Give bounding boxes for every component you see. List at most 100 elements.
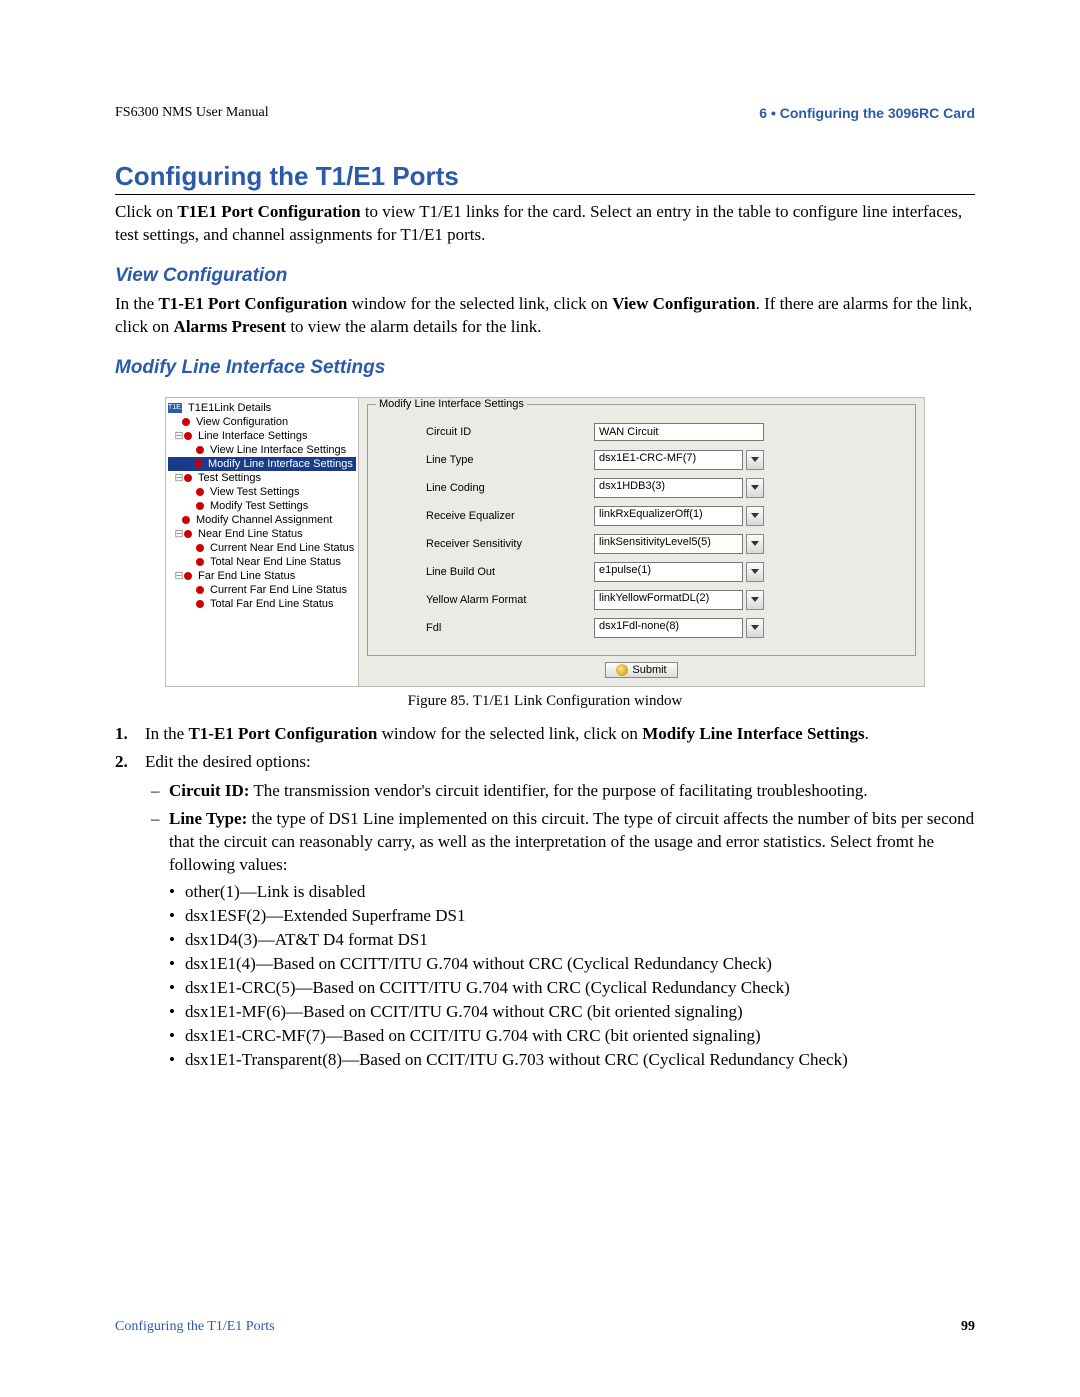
step-text: Edit the desired options: — [145, 752, 311, 772]
line-build-out-select[interactable]: e1pulse(1) — [594, 562, 764, 582]
tree-item[interactable]: View Configuration — [168, 415, 356, 429]
expand-icon[interactable]: ⊟ — [174, 471, 184, 485]
form-row-line-type: Line Type dsx1E1-CRC-MF(7) — [378, 449, 905, 471]
bullet-marker: • — [169, 1050, 185, 1070]
tree-item[interactable]: Current Near End Line Status — [168, 541, 356, 555]
step-number: 1. — [115, 724, 145, 744]
form-label: Line Type — [378, 454, 594, 466]
chevron-down-icon[interactable] — [746, 478, 764, 498]
bullet-item: •dsx1E1-Transparent(8)—Based on CCIT/ITU… — [169, 1050, 975, 1070]
tree-item[interactable]: Modify Test Settings — [168, 499, 356, 513]
dash-marker: – — [151, 780, 169, 803]
fdl-select[interactable]: dsx1Fdl-none(8) — [594, 618, 764, 638]
view-configuration-heading: View Configuration — [115, 265, 975, 287]
step-text: In the T1-E1 Port Configuration window f… — [145, 724, 869, 744]
view-configuration-paragraph: In the T1-E1 Port Configuration window f… — [115, 293, 975, 339]
bullet-marker: • — [169, 978, 185, 998]
chevron-down-icon[interactable] — [746, 506, 764, 526]
figure-85: T1E1 T1E1Link Details View Configuration… — [165, 397, 925, 710]
bullet-marker: • — [169, 1002, 185, 1022]
arrow-icon — [196, 460, 202, 468]
tree-item[interactable]: ⊟Test Settings — [168, 471, 356, 485]
bullet-item: •dsx1D4(3)—AT&T D4 format DS1 — [169, 930, 975, 950]
section-title: Configuring the T1/E1 Ports — [115, 161, 975, 195]
expand-icon[interactable]: ⊟ — [174, 569, 184, 583]
expand-icon[interactable]: ⊟ — [174, 527, 184, 541]
form-panel: Modify Line Interface Settings Circuit I… — [359, 398, 924, 686]
form-label: Line Coding — [378, 482, 594, 494]
page-number: 99 — [961, 1319, 975, 1335]
submit-icon — [616, 664, 628, 676]
tree-item[interactable]: View Test Settings — [168, 485, 356, 499]
receive-equalizer-select[interactable]: linkRxEqualizerOff(1) — [594, 506, 764, 526]
line-coding-select[interactable]: dsx1HDB3(3) — [594, 478, 764, 498]
fieldset: Modify Line Interface Settings Circuit I… — [367, 404, 916, 656]
bullet-icon — [182, 418, 190, 426]
config-window: T1E1 T1E1Link Details View Configuration… — [165, 397, 925, 687]
form-row-receive-equalizer: Receive Equalizer linkRxEqualizerOff(1) — [378, 505, 905, 527]
chevron-down-icon[interactable] — [746, 450, 764, 470]
bullet-marker: • — [169, 882, 185, 902]
bullet-item: •dsx1E1(4)—Based on CCITT/ITU G.704 with… — [169, 954, 975, 974]
page-footer: Configuring the T1/E1 Ports 99 — [115, 1319, 975, 1335]
form-row-yellow-alarm: Yellow Alarm Format linkYellowFormatDL(2… — [378, 589, 905, 611]
circuit-id-input[interactable] — [594, 423, 764, 441]
bullet-icon — [196, 558, 204, 566]
tree-item[interactable]: Current Far End Line Status — [168, 583, 356, 597]
tree-item[interactable]: ⊟Far End Line Status — [168, 569, 356, 583]
bullet-icon — [196, 488, 204, 496]
bullet-icon — [196, 544, 204, 552]
dash-marker: – — [151, 808, 169, 877]
tree-root[interactable]: T1E1 T1E1Link Details — [168, 401, 356, 415]
intro-paragraph: Click on T1E1 Port Configuration to view… — [115, 201, 975, 247]
form-label: Fdl — [378, 622, 594, 634]
dash-item: – Circuit ID: The transmission vendor's … — [151, 780, 975, 803]
submit-row: Submit — [367, 662, 916, 679]
form-label: Receive Equalizer — [378, 510, 594, 522]
modify-line-interface-heading: Modify Line Interface Settings — [115, 357, 975, 379]
form-label: Receiver Sensitivity — [378, 538, 594, 550]
expand-icon[interactable]: ⊟ — [174, 429, 184, 443]
bullet-icon — [184, 572, 192, 580]
form-label: Yellow Alarm Format — [378, 594, 594, 606]
bullet-icon — [196, 446, 204, 454]
tree-item[interactable]: ⊟Near End Line Status — [168, 527, 356, 541]
form-row-line-coding: Line Coding dsx1HDB3(3) — [378, 477, 905, 499]
page: FS6300 NMS User Manual 6 • Configuring t… — [0, 0, 1080, 1397]
bullet-icon — [196, 586, 204, 594]
bullet-icon — [182, 516, 190, 524]
bullet-item: •dsx1ESF(2)—Extended Superframe DS1 — [169, 906, 975, 926]
chevron-down-icon[interactable] — [746, 562, 764, 582]
submit-button[interactable]: Submit — [605, 662, 677, 678]
tree-item[interactable]: Total Far End Line Status — [168, 597, 356, 611]
form-row-circuit-id: Circuit ID — [378, 421, 905, 443]
step-number: 2. — [115, 752, 145, 772]
form-row-fdl: Fdl dsx1Fdl-none(8) — [378, 617, 905, 639]
bullet-icon — [184, 474, 192, 482]
line-type-select[interactable]: dsx1E1-CRC-MF(7) — [594, 450, 764, 470]
bullet-marker: • — [169, 954, 185, 974]
figure-caption: Figure 85. T1/E1 Link Configuration wind… — [165, 693, 925, 710]
chevron-down-icon[interactable] — [746, 534, 764, 554]
tree-item[interactable]: Total Near End Line Status — [168, 555, 356, 569]
tree-item-selected[interactable]: Modify Line Interface Settings — [168, 457, 356, 471]
yellow-alarm-select[interactable]: linkYellowFormatDL(2) — [594, 590, 764, 610]
form-label: Line Build Out — [378, 566, 594, 578]
chevron-down-icon[interactable] — [746, 590, 764, 610]
footer-left: Configuring the T1/E1 Ports — [115, 1319, 275, 1335]
bullet-item: •dsx1E1-CRC-MF(7)—Based on CCIT/ITU G.70… — [169, 1026, 975, 1046]
header-right: 6 • Configuring the 3096RC Card — [759, 105, 975, 121]
bullet-item: •other(1)—Link is disabled — [169, 882, 975, 902]
chevron-down-icon[interactable] — [746, 618, 764, 638]
tree-item[interactable]: ⊟Line Interface Settings — [168, 429, 356, 443]
app-icon: T1E1 — [168, 403, 182, 413]
nav-tree: T1E1 T1E1Link Details View Configuration… — [166, 398, 359, 686]
receiver-sensitivity-select[interactable]: linkSensitivityLevel5(5) — [594, 534, 764, 554]
tree-item[interactable]: Modify Channel Assignment — [168, 513, 356, 527]
form-row-line-build-out: Line Build Out e1pulse(1) — [378, 561, 905, 583]
tree-item[interactable]: View Line Interface Settings — [168, 443, 356, 457]
bullet-marker: • — [169, 1026, 185, 1046]
form-row-receiver-sensitivity: Receiver Sensitivity linkSensitivityLeve… — [378, 533, 905, 555]
bullet-icon — [196, 600, 204, 608]
step-1: 1. In the T1-E1 Port Configuration windo… — [115, 724, 975, 744]
